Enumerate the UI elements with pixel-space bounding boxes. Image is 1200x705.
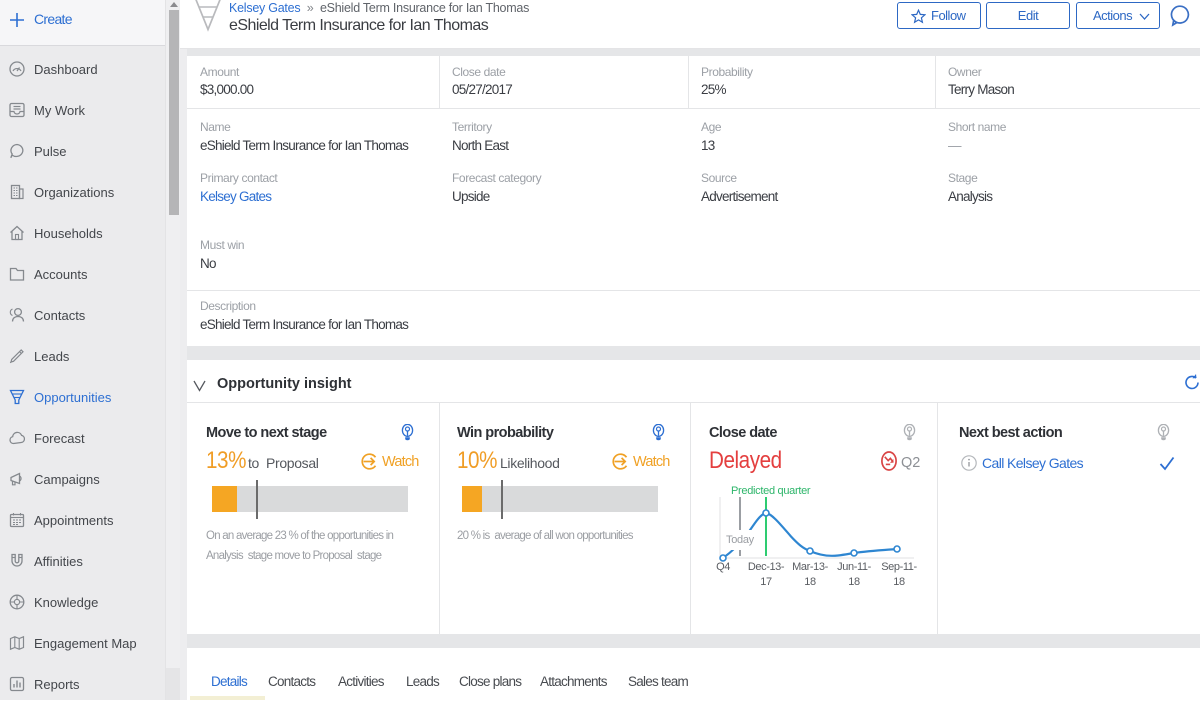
svg-text:Predicted quarter: Predicted quarter (731, 485, 811, 497)
svg-text:18: 18 (804, 576, 816, 588)
svg-text:17: 17 (760, 576, 772, 588)
svg-text:Today: Today (726, 534, 755, 546)
svg-text:Dec-13-: Dec-13- (748, 561, 785, 573)
svg-text:Jun-11-: Jun-11- (837, 561, 871, 573)
svg-text:18: 18 (848, 576, 860, 588)
svg-text:Q4: Q4 (716, 561, 730, 573)
svg-text:Sep-11-: Sep-11- (881, 561, 917, 573)
svg-text:Mar-13-: Mar-13- (792, 561, 828, 573)
svg-text:18: 18 (893, 576, 905, 588)
